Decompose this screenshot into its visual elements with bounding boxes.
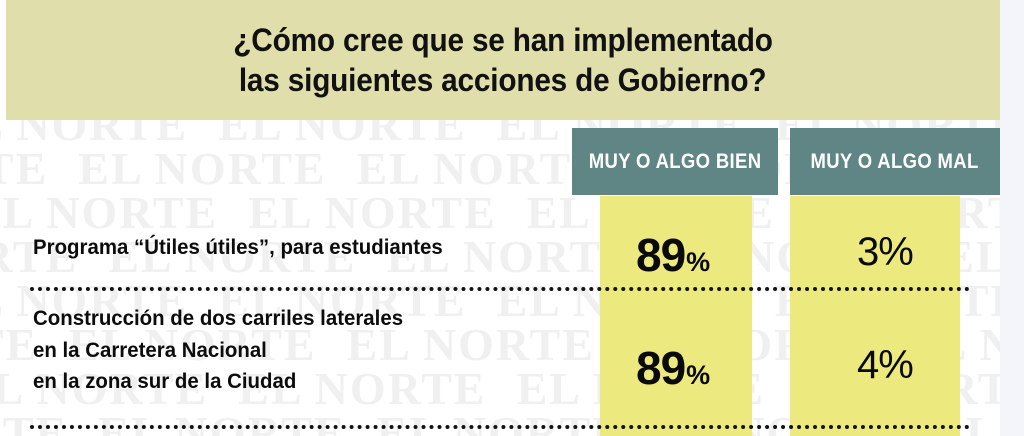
column-header-muy-o-algo-mal: MUY O ALGO MAL [790,128,1000,195]
value-unit: % [686,247,711,277]
row-label-line: en la zona sur de la Ciudad [33,369,297,394]
right-margin-strip [1000,0,1024,436]
value-number: 89 [636,342,686,394]
value-number: 89 [636,229,686,281]
value-column-muy-o-algo-bien [600,196,752,436]
column-header-label: MUY O ALGO BIEN [588,149,762,173]
column-header-label: MUY O ALGO MAL [810,149,980,173]
page-title-line-2: las siguientes acciones de Gobierno? [239,62,767,98]
row-label-line: Construcción de dos carriles laterales [33,306,404,330]
page-title-line-1: ¿Cómo cree que se han implementado [233,21,773,58]
row-divider [30,425,970,429]
title-band: ¿Cómo cree que se han implementado las s… [6,0,1000,120]
value-unit: % [686,360,711,390]
row-divider [30,287,970,291]
value-column-muy-o-algo-mal [790,196,960,436]
table-row-label: Programa “Útiles útiles”, para estudiant… [33,232,443,264]
table-row-label: Construcción de dos carriles laterales e… [33,303,403,398]
row-label-line: Programa “Útiles útiles”, para estudiant… [33,235,443,259]
row-label-line: en la Carretera Nacional [33,337,267,362]
table-cell-value: 4% [857,343,914,388]
left-margin-strip [0,0,6,120]
table-cell-value: 89% [636,341,710,395]
value-number: 3 [857,230,879,274]
table-cell-value: 89% [636,228,710,282]
value-number: 4 [857,343,879,387]
value-unit: % [878,230,914,274]
value-unit: % [878,343,914,387]
column-header-muy-o-algo-bien: MUY O ALGO BIEN [572,128,778,195]
table-cell-value: 3% [857,230,914,275]
